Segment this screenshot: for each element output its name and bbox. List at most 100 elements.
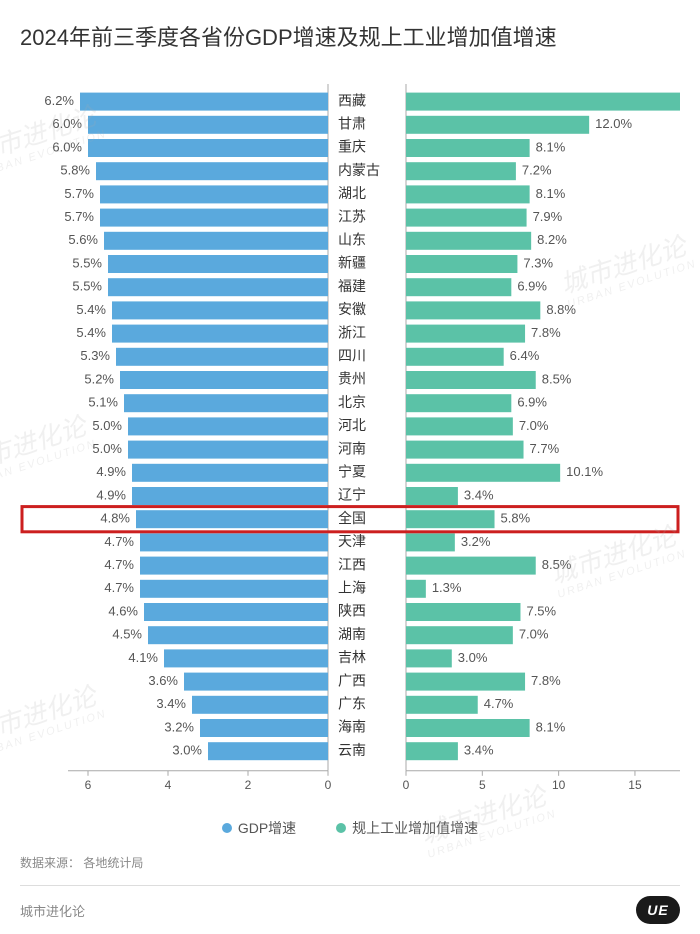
- chart-container: 6.2%西藏18.8%6.0%甘肃12.0%6.0%重庆8.1%5.8%内蒙古7…: [0, 62, 700, 810]
- gdp-value-label: 5.8%: [60, 163, 90, 178]
- province-label: 新疆: [338, 255, 366, 271]
- province-label: 河北: [338, 417, 366, 433]
- province-label: 重庆: [338, 139, 366, 155]
- industrial-value-label: 7.9%: [533, 209, 563, 224]
- footer-brand: 城市进化论: [20, 901, 85, 920]
- industrial-bar: [406, 626, 513, 644]
- ue-badge-icon: UE: [636, 896, 680, 924]
- industrial-value-label: 1.3%: [432, 580, 462, 595]
- province-label: 江西: [338, 556, 366, 572]
- gdp-value-label: 5.0%: [92, 418, 122, 433]
- province-label: 甘肃: [338, 116, 366, 132]
- gdp-bar: [100, 209, 328, 227]
- industrial-value-label: 5.8%: [501, 511, 531, 526]
- province-label: 江苏: [338, 208, 366, 224]
- gdp-value-label: 5.4%: [76, 325, 106, 340]
- industrial-bar: [406, 209, 527, 227]
- left-axis-tick: 6: [85, 778, 92, 792]
- gdp-bar: [124, 394, 328, 412]
- gdp-bar: [108, 278, 328, 296]
- industrial-value-label: 10.1%: [566, 464, 603, 479]
- industrial-bar: [406, 232, 531, 250]
- diverging-bar-chart: 6.2%西藏18.8%6.0%甘肃12.0%6.0%重庆8.1%5.8%内蒙古7…: [20, 70, 680, 810]
- industrial-value-label: 6.9%: [517, 279, 547, 294]
- gdp-value-label: 5.4%: [76, 302, 106, 317]
- gdp-bar: [96, 162, 328, 180]
- gdp-value-label: 6.0%: [52, 116, 82, 131]
- gdp-bar: [100, 185, 328, 203]
- industrial-value-label: 7.2%: [522, 163, 552, 178]
- gdp-value-label: 5.2%: [84, 371, 114, 386]
- industrial-bar: [406, 510, 495, 528]
- gdp-value-label: 4.1%: [128, 650, 158, 665]
- industrial-bar: [406, 93, 680, 111]
- industrial-value-label: 7.3%: [523, 255, 553, 270]
- industrial-value-label: 3.0%: [458, 650, 488, 665]
- province-label: 北京: [338, 394, 366, 410]
- legend-label-gdp: GDP增速: [238, 818, 296, 838]
- industrial-bar: [406, 348, 504, 366]
- industrial-bar: [406, 696, 478, 714]
- province-label: 上海: [338, 580, 366, 596]
- gdp-bar: [116, 348, 328, 366]
- gdp-value-label: 4.9%: [96, 464, 126, 479]
- gdp-value-label: 5.7%: [64, 186, 94, 201]
- province-label: 辽宁: [338, 487, 366, 503]
- chart-title: 2024年前三季度各省份GDP增速及规上工业增加值增速: [0, 0, 700, 62]
- industrial-bar: [406, 441, 524, 459]
- gdp-value-label: 5.3%: [80, 348, 110, 363]
- industrial-bar: [406, 371, 536, 389]
- gdp-bar: [108, 255, 328, 273]
- gdp-bar: [88, 139, 328, 157]
- industrial-bar: [406, 603, 520, 621]
- province-label: 广西: [338, 672, 366, 688]
- industrial-bar: [406, 417, 513, 435]
- industrial-bar: [406, 487, 458, 505]
- gdp-bar: [132, 464, 328, 482]
- province-label: 湖南: [338, 626, 366, 642]
- industrial-value-label: 3.4%: [464, 743, 494, 758]
- industrial-bar: [406, 649, 452, 667]
- gdp-bar: [144, 603, 328, 621]
- province-label: 浙江: [338, 324, 366, 340]
- right-axis-tick: 10: [552, 778, 566, 792]
- industrial-value-label: 7.8%: [531, 325, 561, 340]
- industrial-bar: [406, 255, 517, 273]
- gdp-bar: [88, 116, 328, 134]
- gdp-bar: [208, 742, 328, 760]
- industrial-value-label: 6.9%: [517, 395, 547, 410]
- footer: 城市进化论 UE: [0, 886, 700, 924]
- industrial-bar: [406, 533, 455, 551]
- gdp-bar: [112, 301, 328, 319]
- gdp-bar: [200, 719, 328, 737]
- gdp-value-label: 5.0%: [92, 441, 122, 456]
- province-label: 宁夏: [338, 464, 366, 480]
- gdp-value-label: 4.7%: [104, 534, 134, 549]
- gdp-value-label: 6.2%: [44, 93, 74, 108]
- province-label: 湖北: [338, 185, 366, 201]
- right-axis-tick: 0: [403, 778, 410, 792]
- legend-item-gdp: GDP增速: [222, 818, 296, 838]
- source-value: 各地统计局: [83, 856, 143, 870]
- industrial-value-label: 8.1%: [536, 186, 566, 201]
- industrial-value-label: 8.5%: [542, 557, 572, 572]
- gdp-value-label: 3.6%: [148, 673, 178, 688]
- province-label: 贵州: [338, 371, 366, 387]
- industrial-bar: [406, 278, 511, 296]
- data-source: 数据来源： 各地统计局: [0, 844, 700, 871]
- gdp-value-label: 4.6%: [108, 603, 138, 618]
- industrial-value-label: 7.7%: [530, 441, 560, 456]
- gdp-value-label: 6.0%: [52, 139, 82, 154]
- industrial-bar: [406, 325, 525, 343]
- gdp-value-label: 4.7%: [104, 557, 134, 572]
- gdp-value-label: 4.9%: [96, 487, 126, 502]
- industrial-value-label: 3.4%: [464, 487, 494, 502]
- province-label: 广东: [338, 696, 366, 712]
- gdp-bar: [192, 696, 328, 714]
- left-axis-tick: 4: [165, 778, 172, 792]
- industrial-value-label: 7.8%: [531, 673, 561, 688]
- legend-item-industrial: 规上工业增加值增速: [336, 818, 478, 838]
- gdp-bar: [140, 557, 328, 575]
- gdp-bar: [128, 417, 328, 435]
- industrial-value-label: 12.0%: [595, 116, 632, 131]
